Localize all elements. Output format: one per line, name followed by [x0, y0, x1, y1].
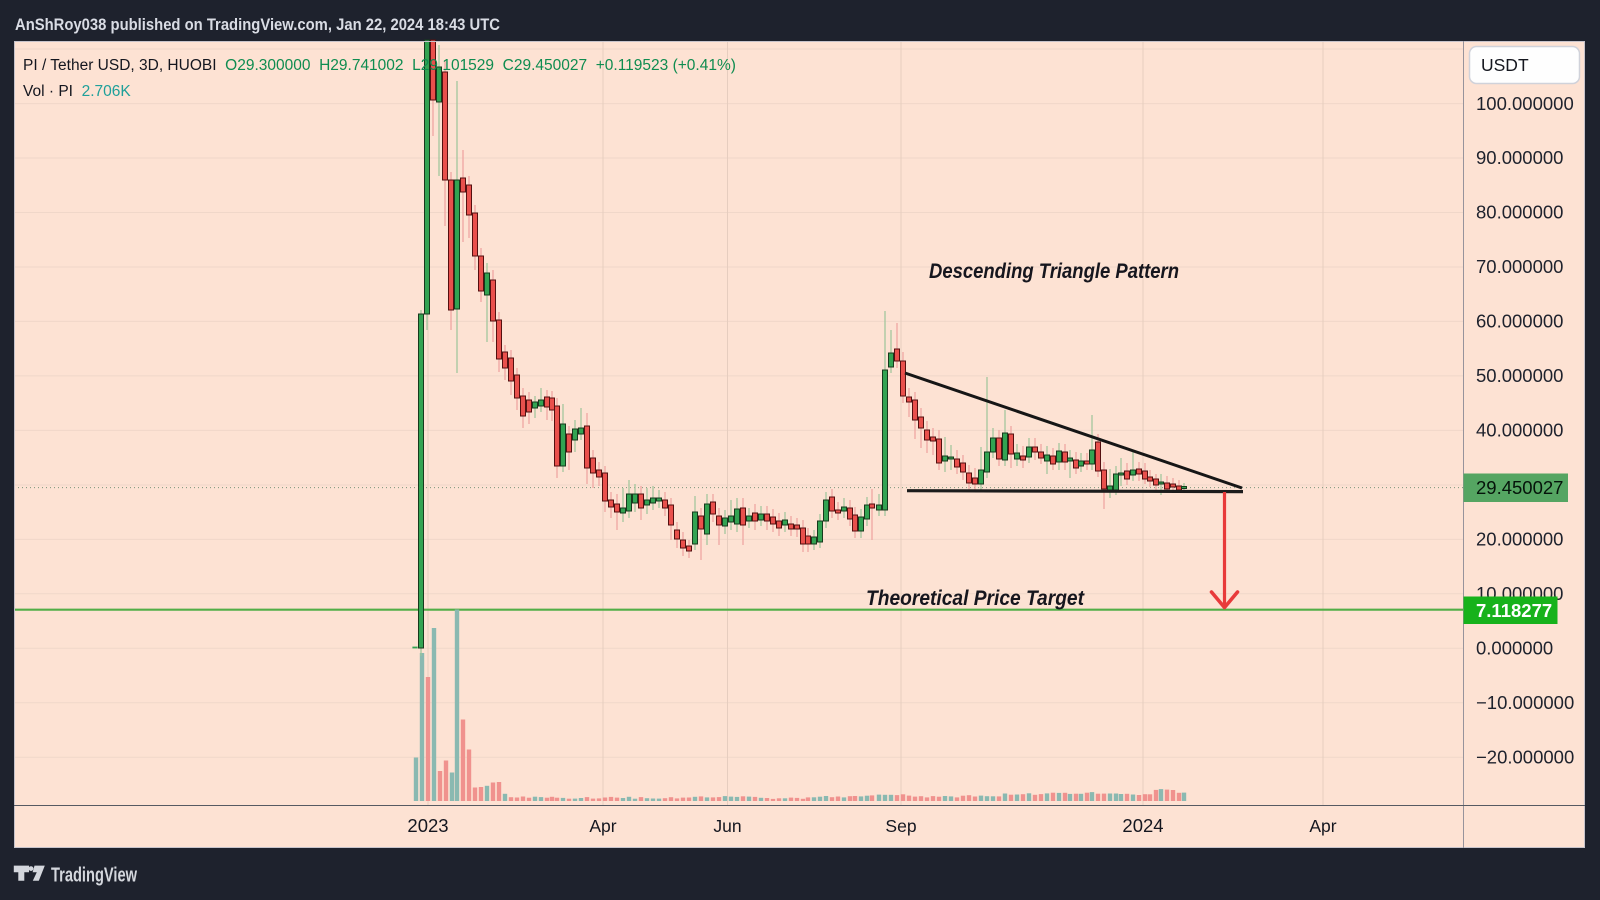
svg-text:60.000000: 60.000000 [1476, 311, 1563, 332]
svg-text:90.000000: 90.000000 [1476, 147, 1563, 168]
svg-text:Theoretical Price Target: Theoretical Price Target [866, 587, 1085, 610]
svg-text:2023: 2023 [407, 815, 448, 836]
svg-text:Descending Triangle Pattern: Descending Triangle Pattern [929, 260, 1179, 283]
svg-text:20.000000: 20.000000 [1476, 529, 1563, 550]
svg-text:−10.000000: −10.000000 [1476, 692, 1574, 713]
svg-text:100.000000: 100.000000 [1476, 93, 1574, 114]
svg-text:Apr: Apr [589, 816, 616, 836]
svg-text:40.000000: 40.000000 [1476, 420, 1563, 441]
svg-text:70.000000: 70.000000 [1476, 256, 1563, 277]
svg-text:AnShRoy038 published on Tradin: AnShRoy038 published on TradingView.com,… [15, 16, 500, 34]
svg-text:Sep: Sep [885, 816, 916, 836]
svg-text:TradingView: TradingView [51, 865, 137, 887]
svg-text:29.450027: 29.450027 [1476, 477, 1563, 498]
svg-text:7.118277: 7.118277 [1476, 600, 1552, 621]
svg-text:2024: 2024 [1122, 815, 1163, 836]
svg-text:PI / Tether USD, 3D, HUOBI O2: PI / Tether USD, 3D, HUOBI O29.300000 H2… [23, 57, 736, 74]
svg-text:50.000000: 50.000000 [1476, 365, 1563, 386]
svg-text:0.000000: 0.000000 [1476, 638, 1553, 659]
svg-text:Vol · PI 2.706K: Vol · PI 2.706K [23, 83, 131, 100]
svg-text:Jun: Jun [713, 816, 741, 836]
svg-text:80.000000: 80.000000 [1476, 202, 1563, 223]
svg-text:USDT: USDT [1481, 55, 1529, 75]
svg-text:−20.000000: −20.000000 [1476, 746, 1574, 767]
svg-text:Apr: Apr [1309, 816, 1336, 836]
